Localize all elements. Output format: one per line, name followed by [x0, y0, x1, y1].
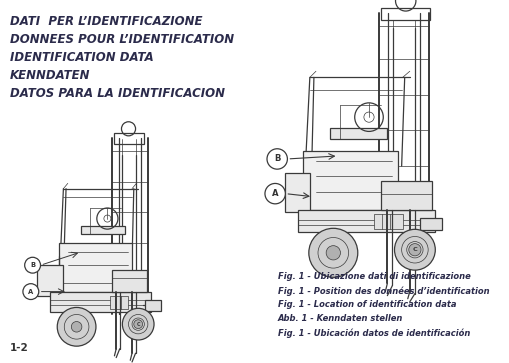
Text: Fig. 1 - Ubicación datos de identificación: Fig. 1 - Ubicación datos de identificaci… [277, 328, 469, 338]
Circle shape [133, 320, 143, 329]
Text: Fig. 1 - Ubicazione dati di identificazione: Fig. 1 - Ubicazione dati di identificazi… [277, 272, 470, 281]
Circle shape [57, 307, 96, 346]
Bar [114, 133, 144, 144]
Bar [419, 218, 442, 231]
Polygon shape [330, 129, 387, 139]
Polygon shape [285, 173, 309, 212]
Circle shape [71, 322, 82, 332]
Polygon shape [37, 265, 63, 296]
Bar [145, 301, 161, 311]
Circle shape [265, 183, 285, 204]
Polygon shape [81, 225, 125, 234]
Text: IDENTIFICATION DATA: IDENTIFICATION DATA [10, 51, 153, 64]
Polygon shape [50, 291, 151, 312]
Text: C: C [136, 322, 139, 327]
Text: DATI  PER L’IDENTIFICAZIONE: DATI PER L’IDENTIFICAZIONE [10, 15, 202, 28]
Bar [381, 182, 432, 210]
Polygon shape [302, 151, 397, 210]
Circle shape [394, 229, 435, 270]
Text: DATOS PARA LA IDENTIFICACION: DATOS PARA LA IDENTIFICACION [10, 87, 224, 100]
Circle shape [267, 149, 287, 169]
Text: A: A [28, 289, 34, 295]
Bar [111, 270, 147, 291]
Polygon shape [59, 243, 132, 291]
Text: C: C [412, 247, 416, 252]
Polygon shape [297, 210, 435, 232]
Text: Fig. 1 - Position des données d’identification: Fig. 1 - Position des données d’identifi… [277, 286, 489, 295]
Text: A: A [271, 189, 278, 198]
Text: KENNDATEN: KENNDATEN [10, 69, 90, 82]
Text: Abb. 1 - Kenndaten stellen: Abb. 1 - Kenndaten stellen [277, 314, 403, 323]
Circle shape [23, 284, 39, 299]
Text: B: B [273, 155, 280, 163]
Text: Fig. 1 - Location of identification data: Fig. 1 - Location of identification data [277, 300, 456, 309]
Text: B: B [30, 262, 35, 268]
Bar [381, 8, 430, 20]
Circle shape [408, 244, 420, 256]
Circle shape [24, 257, 40, 273]
Circle shape [308, 228, 357, 277]
Bar [374, 214, 402, 229]
Text: DONNEES POUR L’IDENTIFICATION: DONNEES POUR L’IDENTIFICATION [10, 33, 234, 46]
Circle shape [122, 308, 154, 340]
Circle shape [326, 246, 340, 260]
Bar [110, 296, 127, 309]
Text: 1-2: 1-2 [10, 343, 29, 353]
